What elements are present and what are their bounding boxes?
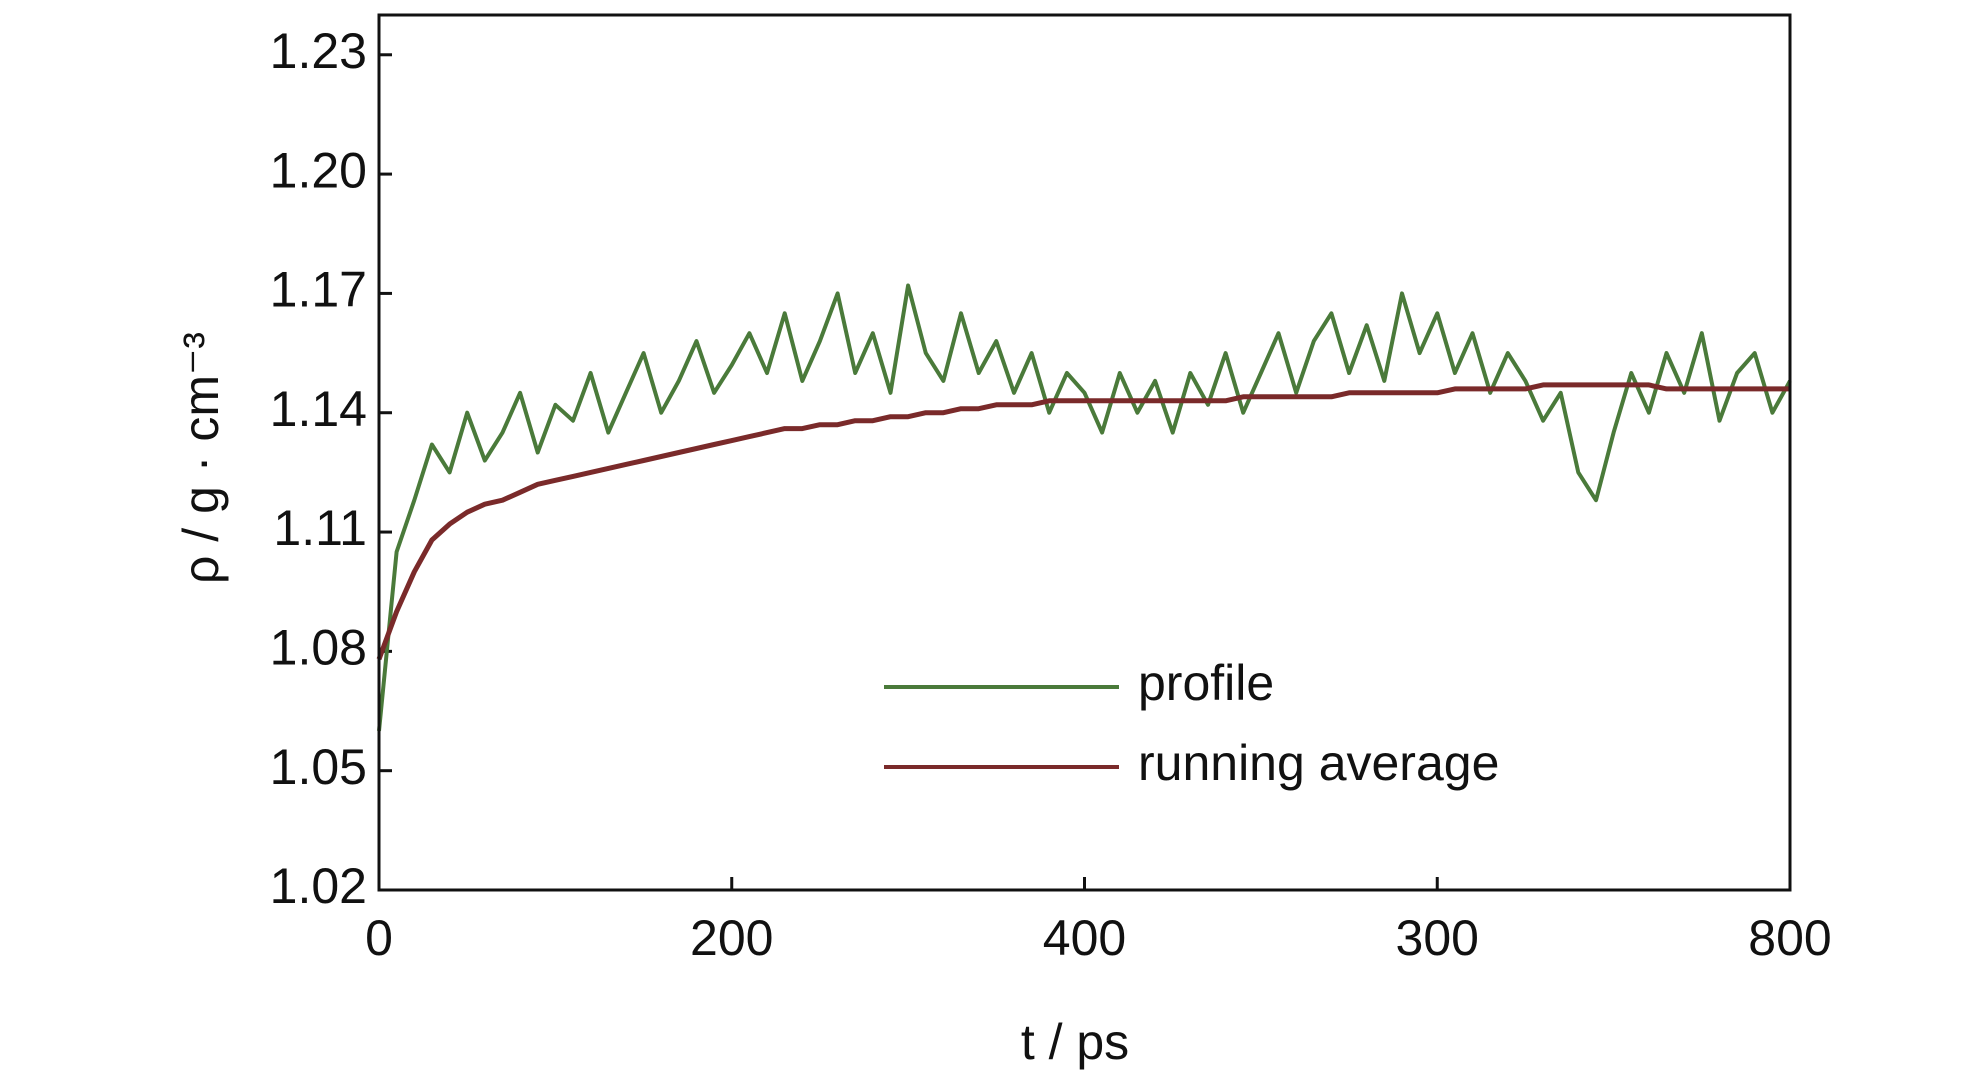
plot-frame xyxy=(377,13,1792,892)
y-tick-label: 1.23 xyxy=(270,23,367,79)
x-axis-label: t / ps xyxy=(1021,1014,1129,1070)
y-tick-label: 1.02 xyxy=(270,858,367,914)
y-tick-label: 1.11 xyxy=(273,500,367,556)
x-tick-label: 200 xyxy=(690,910,773,966)
y-axis-label: ρ / g · cm⁻³ xyxy=(173,332,229,584)
x-tick-label: 0 xyxy=(365,910,393,966)
legend-label: profile xyxy=(1138,655,1274,711)
y-tick-label: 1.08 xyxy=(270,620,367,676)
x-tick-label: 300 xyxy=(1396,910,1479,966)
legend-label: running average xyxy=(1138,735,1499,791)
series-line xyxy=(376,382,1790,661)
x-tick-label: 400 xyxy=(1043,910,1126,966)
x-tick-label: 800 xyxy=(1748,910,1831,966)
series-line xyxy=(377,283,1792,732)
y-tick-label: 1.20 xyxy=(270,142,367,198)
y-tick-label: 1.05 xyxy=(270,739,367,795)
y-tick-label: 1.17 xyxy=(270,262,367,318)
y-tick-label: 1.14 xyxy=(270,381,367,437)
